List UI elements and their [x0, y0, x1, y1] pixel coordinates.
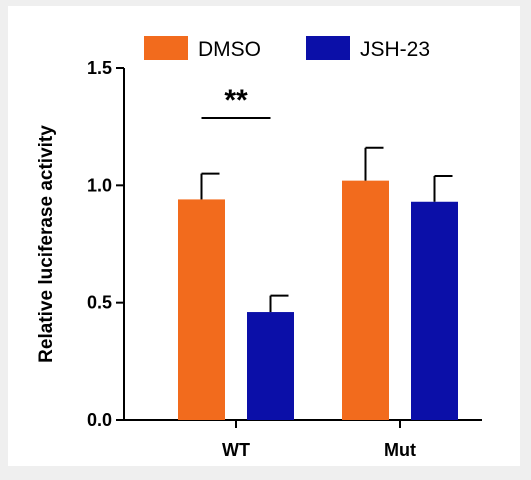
error-bars	[200, 146, 453, 313]
x-tick-label: WT	[222, 440, 250, 460]
bar-dmso-mut	[342, 180, 389, 420]
bar-jsh-23-wt	[247, 312, 294, 420]
legend-swatch	[306, 36, 350, 60]
bars	[178, 180, 458, 420]
bar-dmso-wt	[178, 199, 225, 420]
y-tick-label: 1.0	[87, 175, 112, 195]
legend-label: DMSO	[198, 38, 261, 61]
y-tick-label: 0.5	[87, 293, 112, 313]
bar-jsh-23-mut	[411, 201, 458, 420]
bar-chart: 0.0 0.5 1.0 1.5 WT Mut DMSO JSH-23 ** Relative…	[36, 36, 482, 460]
legend: DMSO JSH-23	[144, 36, 430, 61]
x-tick-label: Mut	[384, 440, 416, 460]
significance-stars: **	[224, 84, 248, 117]
legend-label: JSH-23	[360, 38, 430, 61]
chart-panel: 0.0 0.5 1.0 1.5 WT Mut DMSO JSH-23 ** Relative…	[8, 6, 520, 466]
y-tick-label: 0.0	[87, 410, 112, 430]
y-tick-label: 1.5	[87, 58, 112, 78]
legend-swatch	[144, 36, 188, 60]
y-axis-label: Relative luciferase activity	[36, 125, 57, 363]
significance-annotations: **	[201, 84, 271, 119]
